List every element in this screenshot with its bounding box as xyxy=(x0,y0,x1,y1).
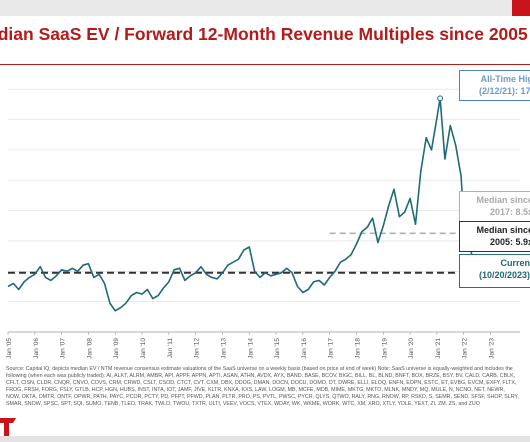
median-2017-callout: Median since 2017: 8.5x xyxy=(459,191,530,222)
x-tick-labels: Jan '05 Jan '06 Jan '07 Jan '08 Jan '09 Jan '… xyxy=(6,332,496,359)
reference-lines xyxy=(8,232,520,274)
x-tick-label: Jan '16 xyxy=(301,338,308,359)
ath-line-1: All-Time Hig xyxy=(480,74,530,84)
x-tick-label: Jan '10 xyxy=(140,338,147,359)
x-tick-label: Jan '19 xyxy=(381,338,388,359)
x-tick-label: Jan '08 xyxy=(86,338,93,359)
source-note: Source: Capital IQ; depicts median EV / … xyxy=(6,366,519,407)
current-callout: Current (10/20/2023): xyxy=(459,254,530,288)
x-tick-label: Jan '06 xyxy=(33,338,40,359)
all-time-high-point xyxy=(437,95,444,102)
x-tick-label: Jan '23 xyxy=(489,338,496,359)
series-line xyxy=(7,97,513,312)
x-tick-label: Jan '14 xyxy=(247,338,254,359)
x-tick-label: Jan '15 xyxy=(274,338,281,359)
med17-line-2: 2017: 8.5x xyxy=(489,207,530,217)
med17-line-1: Median since xyxy=(476,195,530,205)
x-tick-label: Jan '09 xyxy=(113,338,120,359)
med05-line-2: 2005: 5.9x xyxy=(489,237,530,247)
x-tick-label: Jan '22 xyxy=(462,338,469,359)
title-rule xyxy=(0,64,530,65)
series-layer xyxy=(7,95,515,312)
x-tick-label: Jan '07 xyxy=(60,338,67,359)
chart-title: edian SaaS EV / Forward 12-Month Revenue… xyxy=(0,24,528,44)
median-2005-callout: Median since 2005: 5.9x xyxy=(459,221,530,252)
current-line-1: Current xyxy=(500,258,530,268)
chart-plot: Jan '05 Jan '06 Jan '07 Jan '08 Jan '09 Jan '… xyxy=(6,88,520,359)
x-tick-label: Jan '18 xyxy=(354,338,361,359)
x-tick-label: Jan '21 xyxy=(435,338,442,359)
med05-line-1: Median since xyxy=(476,225,530,235)
x-tick-label: Jan '20 xyxy=(408,338,415,359)
top-bar xyxy=(0,0,530,16)
footer-bar xyxy=(0,436,530,442)
ath-line-2: (2/12/21): 17. xyxy=(478,86,530,96)
x-tick-label: Jan '12 xyxy=(194,338,201,359)
x-tick-label: Jan '17 xyxy=(328,338,335,359)
x-tick-label: Jan '05 xyxy=(6,338,13,359)
all-time-high-callout: All-Time Hig (2/12/21): 17. xyxy=(459,70,530,101)
current-line-2: (10/20/2023): xyxy=(478,270,530,280)
grid-layer xyxy=(8,88,520,333)
x-tick-label: Jan '13 xyxy=(220,338,227,359)
x-tick-label: Jan '11 xyxy=(167,338,174,359)
top-accent xyxy=(512,0,530,16)
